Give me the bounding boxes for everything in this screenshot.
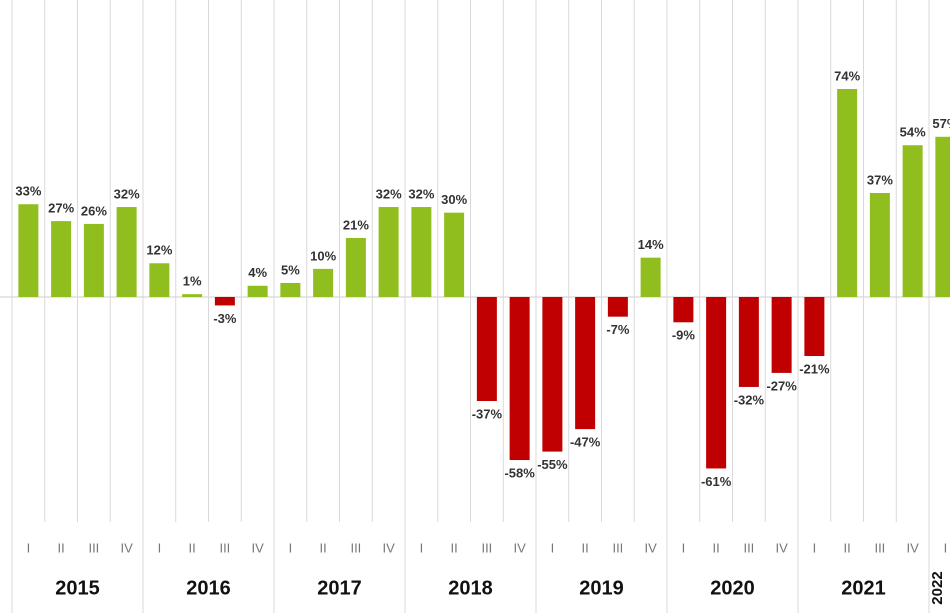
- quarter-label: III: [612, 540, 623, 555]
- value-label: 4%: [248, 265, 267, 280]
- value-label: 27%: [48, 201, 74, 216]
- bar: [313, 268, 334, 297]
- year-label: 2020: [710, 577, 755, 599]
- quarter-label: II: [320, 540, 327, 555]
- year-label: 2019: [579, 577, 624, 599]
- value-label: -3%: [213, 311, 237, 326]
- quarter-label: I: [813, 540, 817, 555]
- bar: [935, 136, 950, 297]
- quarter-label: III: [219, 540, 230, 555]
- quarter-label: IV: [251, 540, 264, 555]
- value-label: 33%: [15, 184, 41, 199]
- quarter-label: IV: [906, 540, 919, 555]
- bar: [869, 193, 890, 297]
- value-label: -61%: [701, 474, 732, 489]
- quarter-label: III: [350, 540, 361, 555]
- value-label: 10%: [310, 248, 336, 263]
- bar: [51, 221, 72, 297]
- quarter-label: I: [420, 540, 424, 555]
- quarter-label: III: [481, 540, 492, 555]
- value-label: -7%: [606, 322, 630, 337]
- value-label: 74%: [834, 68, 860, 83]
- quarter-label: IV: [120, 540, 133, 555]
- value-label: -55%: [537, 457, 568, 472]
- bar: [345, 237, 366, 297]
- bar: [706, 297, 727, 469]
- value-label: 1%: [183, 274, 202, 289]
- value-label: 26%: [81, 203, 107, 218]
- bar: [411, 207, 432, 297]
- year-label: 2017: [317, 577, 362, 599]
- quarter-label: II: [451, 540, 458, 555]
- quarter-label: II: [58, 540, 65, 555]
- bar: [738, 297, 759, 387]
- bar: [640, 257, 661, 297]
- bar: [83, 223, 104, 297]
- quarter-label: I: [682, 540, 686, 555]
- value-label: -32%: [734, 392, 765, 407]
- bar: [902, 145, 923, 297]
- value-label: -27%: [766, 378, 797, 393]
- quarter-label: II: [582, 540, 589, 555]
- bar: [837, 89, 858, 297]
- quarter-label: I: [27, 540, 31, 555]
- year-label: 2015: [55, 577, 100, 599]
- bar: [149, 263, 170, 297]
- bar: [444, 212, 465, 297]
- quarter-label: IV: [775, 540, 788, 555]
- quarter-label: I: [551, 540, 555, 555]
- value-label: 14%: [638, 237, 664, 252]
- value-label: 32%: [408, 186, 434, 201]
- value-label: 37%: [867, 172, 893, 187]
- quarter-label: III: [874, 540, 885, 555]
- bar: [182, 294, 203, 297]
- quarter-label: II: [844, 540, 851, 555]
- bar: [280, 282, 301, 297]
- bar: [804, 297, 825, 357]
- value-label: 54%: [900, 125, 926, 140]
- quarter-label: I: [944, 540, 948, 555]
- bar: [575, 297, 596, 430]
- value-label: -58%: [504, 465, 535, 480]
- quarter-label: IV: [382, 540, 395, 555]
- value-label: 30%: [441, 192, 467, 207]
- value-label: -21%: [799, 361, 830, 376]
- value-label: 21%: [343, 217, 369, 232]
- bar: [247, 285, 268, 297]
- value-label: -47%: [570, 435, 601, 450]
- bar: [378, 207, 399, 297]
- year-label: 2022: [929, 571, 946, 604]
- value-label: 32%: [376, 186, 402, 201]
- quarter-label: I: [158, 540, 162, 555]
- bar: [607, 297, 628, 317]
- value-label: -37%: [472, 406, 503, 421]
- quarter-label: III: [743, 540, 754, 555]
- bar: [509, 297, 530, 461]
- year-label: 2016: [186, 577, 231, 599]
- value-label: 12%: [146, 243, 172, 258]
- quarter-label: III: [88, 540, 99, 555]
- year-label: 2021: [841, 577, 886, 599]
- year-label: 2018: [448, 577, 493, 599]
- bar: [214, 297, 235, 306]
- quarter-label: II: [189, 540, 196, 555]
- bar: [542, 297, 563, 452]
- value-label: 57%: [932, 116, 950, 131]
- quarter-label: II: [713, 540, 720, 555]
- value-label: 5%: [281, 262, 300, 277]
- bar: [771, 297, 792, 373]
- bar: [116, 207, 137, 297]
- quarter-label: I: [289, 540, 293, 555]
- bar: [673, 297, 694, 323]
- quarter-label: IV: [644, 540, 657, 555]
- value-label: -9%: [672, 328, 696, 343]
- bar: [476, 297, 497, 401]
- quarter-label: IV: [513, 540, 526, 555]
- value-label: 32%: [114, 186, 140, 201]
- bar: [18, 204, 39, 297]
